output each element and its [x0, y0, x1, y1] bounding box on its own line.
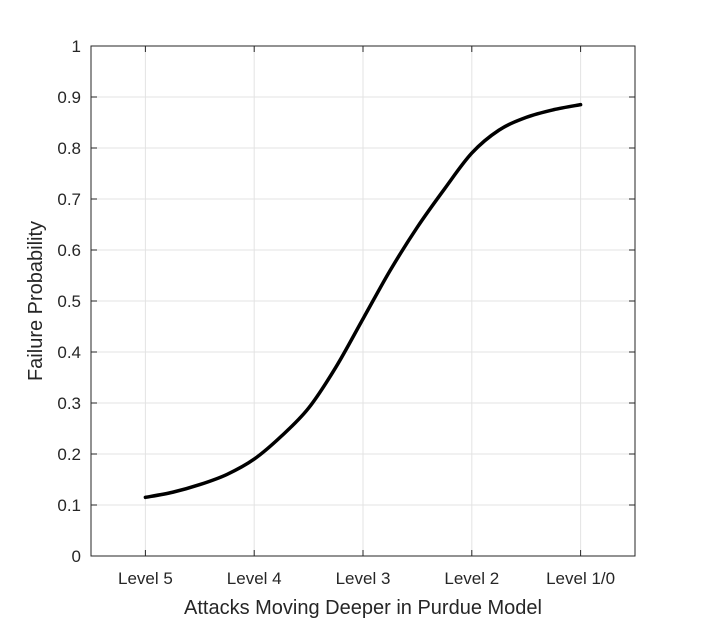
y-tick-label: 0.4	[57, 343, 81, 362]
y-tick-label: 1	[72, 37, 81, 56]
y-tick-labels: 0 0.1 0.2 0.3 0.4 0.5 0.6 0.7 0.8 0.9 1	[57, 37, 81, 566]
x-tick-labels: Level 5 Level 4 Level 3 Level 2 Level 1/0	[118, 569, 615, 588]
series-line	[143, 102, 583, 500]
y-tick-label: 0.8	[57, 139, 81, 158]
y-tick-label: 0.2	[57, 445, 81, 464]
y-tick-label: 0	[72, 547, 81, 566]
series-layer	[143, 102, 583, 500]
y-tick-label: 0.3	[57, 394, 81, 413]
x-tick-label: Level 4	[227, 569, 282, 588]
x-tick-label: Level 2	[444, 569, 499, 588]
y-tick-label: 0.5	[57, 292, 81, 311]
x-tick-label: Level 5	[118, 569, 173, 588]
y-axis-label: Failure Probability	[25, 221, 47, 381]
plot-area-frame	[90, 45, 636, 557]
y-tick-label: 0.6	[57, 241, 81, 260]
x-tick-label: Level 1/0	[546, 569, 615, 588]
x-axis-label: Attacks Moving Deeper in Purdue Model	[184, 597, 542, 619]
y-tick-label: 0.9	[57, 88, 81, 107]
y-tick-label: 0.7	[57, 190, 81, 209]
x-tick-label: Level 3	[336, 569, 391, 588]
y-tick-label: 0.1	[57, 496, 81, 515]
